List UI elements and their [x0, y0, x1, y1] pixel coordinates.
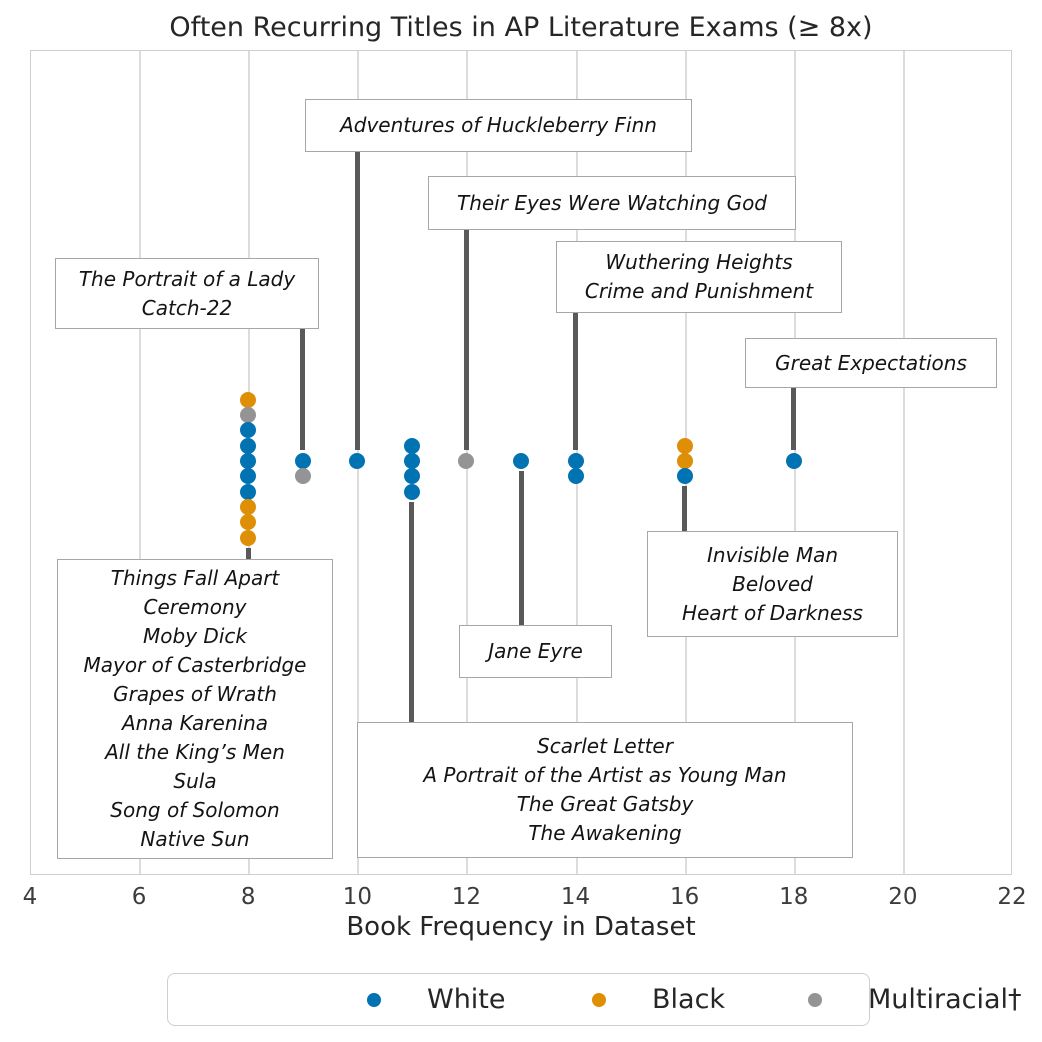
callout-title-line: Invisible Man	[706, 542, 839, 567]
x-tick-label: 8	[240, 884, 256, 910]
legend-marker-white-icon	[367, 992, 381, 1007]
data-point-black	[240, 391, 257, 408]
x-tick-label: 12	[451, 884, 482, 910]
data-point-white	[403, 468, 420, 485]
data-point-white	[349, 453, 366, 469]
callout-title-line: Sula	[173, 769, 217, 793]
legend: White Black Multiracial†	[167, 973, 1022, 1026]
data-point-black	[676, 437, 693, 454]
callout-title-line: The Awakening	[528, 821, 682, 845]
gridline	[139, 51, 142, 874]
callout-line	[409, 501, 415, 723]
data-point-white	[403, 483, 420, 500]
gridline	[902, 51, 905, 874]
x-tick-label: 14	[560, 884, 591, 910]
data-point-white	[240, 437, 257, 454]
legend-marker-multiracial-icon	[808, 992, 822, 1007]
data-point-white	[240, 468, 257, 485]
data-point-white	[294, 453, 311, 469]
callout-line	[682, 486, 688, 532]
callout-title-line: Native Sun	[140, 827, 250, 851]
callout-title-line: Scarlet Letter	[537, 734, 673, 758]
callout-title-line: Moby Dick	[143, 624, 247, 648]
callout-line	[518, 471, 524, 626]
data-point-white	[785, 453, 802, 469]
callout-title-line: Mayor of Casterbridge	[83, 653, 307, 677]
callout-box: Things Fall Apart Ceremony Moby Dick Mayor …	[57, 559, 333, 859]
data-point-white	[240, 422, 257, 439]
callout-box: Invisible Man Beloved Heart of Darkness	[647, 531, 898, 637]
x-tick-label: 20	[888, 884, 918, 910]
callout-title-line: Adventures of Huckleberry Finn	[340, 113, 657, 137]
callout-title-line: Grapes of Wrath	[113, 682, 277, 706]
x-tick-label: 4	[22, 884, 38, 910]
callout-title-line: Wuthering Heights	[605, 250, 793, 274]
callout-box: Great Expectations	[745, 338, 997, 388]
callout-title-line: Beloved	[732, 571, 813, 596]
legend-label-multiracial: Multiracial†	[868, 984, 1022, 1015]
callout-title-line: Great Expectations	[775, 350, 967, 375]
data-point-black	[676, 453, 693, 469]
data-point-white	[676, 468, 693, 485]
callout-title-line: Crime and Punishment	[584, 279, 814, 303]
callout-title-line: Things Fall Apart	[110, 566, 280, 590]
callout-box: Their Eyes Were Watching God	[428, 176, 796, 230]
legend-marker-black-icon	[592, 992, 606, 1007]
data-point-white	[567, 468, 584, 485]
data-point-multiracial	[458, 453, 475, 469]
callout-title-line: Heart of Darkness	[682, 600, 863, 625]
data-point-black	[240, 529, 257, 546]
data-point-white	[513, 453, 529, 469]
x-tick-label: 18	[779, 884, 809, 910]
callout-title-line: Song of Solomon	[110, 798, 280, 822]
callout-title-line: All the King’s Men	[105, 740, 285, 764]
data-point-white	[567, 453, 584, 469]
callout-box: Adventures of Huckleberry Finn	[305, 99, 692, 152]
callout-box: The Portrait of a Lady Catch-22	[55, 258, 319, 329]
data-point-multiracial	[240, 407, 257, 424]
data-point-white	[240, 453, 257, 469]
callout-title-line: Catch-22	[141, 295, 233, 320]
x-tick-label: 10	[342, 884, 372, 910]
data-point-black	[240, 498, 257, 515]
legend-item-white: White	[367, 974, 506, 1025]
callout-title-line: A Portrait of the Artist as Young Man	[423, 763, 787, 787]
data-point-white	[403, 437, 420, 454]
legend-label-white: White	[427, 984, 506, 1015]
callout-box: Wuthering Heights Crime and Punishment	[556, 241, 842, 313]
x-axis-label: Book Frequency in Dataset	[346, 912, 696, 942]
data-point-multiracial	[294, 468, 311, 485]
x-tick-label: 6	[131, 884, 147, 910]
data-point-white	[403, 453, 420, 469]
callout-title-line: The Portrait of a Lady	[78, 266, 296, 291]
chart-title: Often Recurring Titles in AP Literature …	[169, 12, 873, 43]
callout-line	[354, 151, 360, 450]
callout-title-line: Their Eyes Were Watching God	[456, 190, 768, 215]
callout-line	[245, 547, 251, 560]
data-point-black	[240, 514, 257, 531]
x-tick-label: 22	[997, 884, 1027, 910]
data-point-white	[240, 483, 257, 500]
legend-label-black: Black	[652, 984, 726, 1015]
callout-box: Jane Eyre	[459, 625, 612, 678]
callout-title-line: The Great Gatsby	[516, 792, 694, 816]
callout-line	[463, 229, 469, 450]
x-tick-label: 16	[670, 884, 700, 910]
callout-line	[300, 328, 306, 450]
callout-title-line: Anna Karenina	[122, 711, 268, 735]
callout-title-line: Ceremony	[143, 595, 247, 619]
legend-item-multiracial: Multiracial†	[808, 974, 1022, 1025]
callout-title-line: Jane Eyre	[488, 639, 583, 663]
legend-item-black: Black	[592, 974, 725, 1025]
callout-line	[573, 312, 579, 450]
callout-line	[791, 387, 797, 450]
callout-box: Scarlet Letter A Portrait of the Artist a…	[357, 722, 853, 858]
